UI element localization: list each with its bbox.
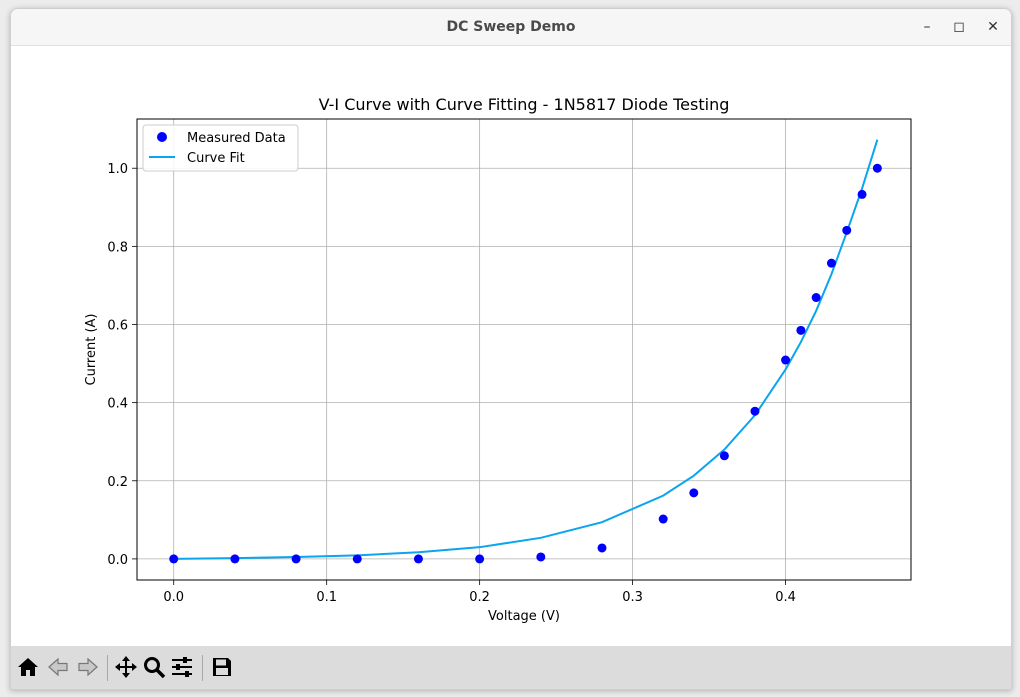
legend-box — [142, 124, 299, 172]
data-point — [826, 258, 836, 268]
data-point — [475, 554, 485, 564]
home-icon[interactable] — [14, 653, 42, 681]
forward-icon[interactable] — [74, 653, 102, 681]
y-tick-label: 0.0 — [107, 553, 128, 568]
data-point — [750, 406, 760, 416]
data-point — [291, 554, 301, 564]
chart: 0.0 0.1 0.2 0.3 0.4 0.0 0.2 0.4 0.6 0.8 1.0 V-I Cu… — [84, 95, 912, 624]
save-icon[interactable] — [208, 653, 236, 681]
data-point — [872, 163, 882, 173]
legend-label-fit: Curve Fit — [187, 151, 245, 166]
toolbar-separator — [202, 655, 203, 681]
x-tick-label: 0.2 — [469, 590, 490, 605]
data-point — [658, 514, 668, 524]
legend-marker-measured — [157, 132, 167, 142]
y-tick-label: 0.6 — [107, 318, 128, 333]
plot-canvas[interactable]: 0.0 0.1 0.2 0.3 0.4 0.0 0.2 0.4 0.6 0.8 1.0 V-I Cu… — [11, 46, 1011, 646]
close-icon[interactable]: ✕ — [987, 19, 999, 35]
data-point — [352, 554, 362, 564]
x-tick-label: 0.3 — [622, 590, 643, 605]
x-tick-label: 0.4 — [775, 590, 796, 605]
toolbar-separator — [107, 655, 108, 681]
y-tick-label: 0.8 — [107, 240, 128, 255]
maximize-icon[interactable]: ◻ — [953, 19, 965, 35]
chart-title: V-I Curve with Curve Fitting - 1N5817 Di… — [319, 95, 730, 114]
data-point — [796, 325, 806, 335]
data-point — [857, 189, 867, 199]
y-tick-label: 0.4 — [107, 397, 128, 412]
y-axis-label: Current (A) — [84, 314, 99, 386]
pan-icon[interactable] — [112, 653, 140, 681]
data-point — [169, 554, 179, 564]
x-tick-label: 0.0 — [163, 590, 184, 605]
window-title: DC Sweep Demo — [446, 19, 576, 35]
data-point — [811, 293, 821, 303]
legend: Measured Data Curve Fit — [142, 124, 299, 172]
back-icon[interactable] — [44, 653, 72, 681]
data-point — [230, 554, 240, 564]
minimize-icon[interactable]: – — [923, 19, 931, 35]
data-point — [413, 554, 423, 564]
x-tick-label: 0.1 — [316, 590, 337, 605]
fit-curve-line — [173, 139, 879, 560]
data-point — [597, 543, 607, 553]
title-bar: DC Sweep Demo – ◻ ✕ — [11, 9, 1011, 46]
configure-icon[interactable] — [168, 653, 196, 681]
zoom-icon[interactable] — [140, 653, 168, 681]
data-point — [536, 552, 546, 562]
axes-frame — [136, 118, 912, 581]
legend-label-measured: Measured Data — [187, 131, 286, 146]
data-point — [842, 225, 852, 235]
data-point — [689, 488, 699, 498]
navigation-toolbar — [11, 646, 1011, 689]
y-tick-label: 0.2 — [107, 475, 128, 490]
data-point — [781, 355, 791, 365]
app-window: DC Sweep Demo – ◻ ✕ 0.0 0.1 0.2 0.3 0.4 0.0 0.… — [10, 8, 1012, 690]
y-tick-label: 1.0 — [107, 162, 128, 177]
data-point — [719, 451, 729, 461]
x-axis-label: Voltage (V) — [488, 609, 560, 624]
